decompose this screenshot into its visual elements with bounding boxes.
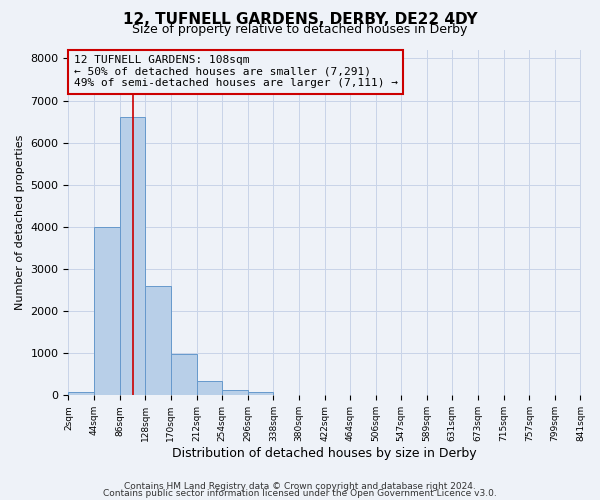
Bar xyxy=(197,382,222,396)
Bar xyxy=(222,390,248,396)
Text: 12, TUFNELL GARDENS, DERBY, DE22 4DY: 12, TUFNELL GARDENS, DERBY, DE22 4DY xyxy=(122,12,478,28)
Bar xyxy=(145,286,171,396)
Bar xyxy=(171,354,197,396)
Text: Contains public sector information licensed under the Open Government Licence v3: Contains public sector information licen… xyxy=(103,489,497,498)
Bar xyxy=(94,227,119,396)
Y-axis label: Number of detached properties: Number of detached properties xyxy=(15,135,25,310)
X-axis label: Distribution of detached houses by size in Derby: Distribution of detached houses by size … xyxy=(172,447,477,460)
Bar xyxy=(68,392,94,396)
Text: 12 TUFNELL GARDENS: 108sqm
← 50% of detached houses are smaller (7,291)
49% of s: 12 TUFNELL GARDENS: 108sqm ← 50% of deta… xyxy=(74,55,398,88)
Bar xyxy=(119,118,145,396)
Bar xyxy=(248,392,274,396)
Text: Size of property relative to detached houses in Derby: Size of property relative to detached ho… xyxy=(133,22,467,36)
Text: Contains HM Land Registry data © Crown copyright and database right 2024.: Contains HM Land Registry data © Crown c… xyxy=(124,482,476,491)
